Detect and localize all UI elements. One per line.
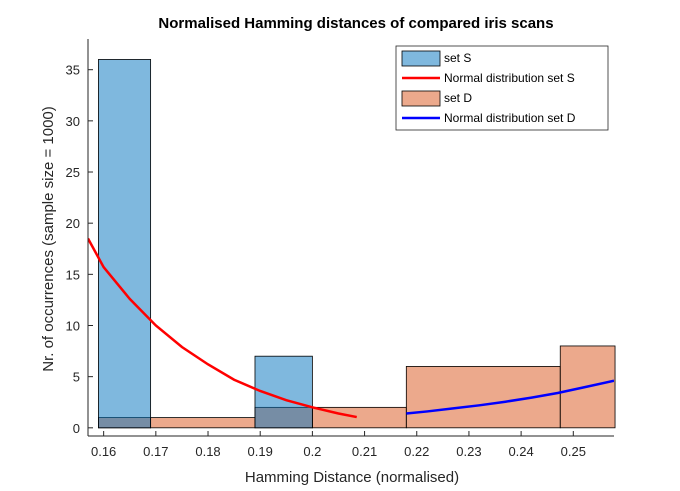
x-axis-title: Hamming Distance (normalised) [245,469,459,486]
plot-area: 0.16 0.17 0.18 0.19 0.2 0.21 0.22 0.23 0.24 0.25 0… [66,39,616,459]
y-tick-label: 15 [66,267,80,282]
y-axis-title: Nr. of occurrences (sample size = 1000) [40,106,57,372]
x-tick-label: 0.25 [561,444,586,459]
x-tick-label: 0.2 [303,444,321,459]
x-tick-label: 0.23 [456,444,481,459]
y-tick-label: 10 [66,318,80,333]
legend-label: set D [444,91,472,105]
x-tick-label: 0.18 [195,444,220,459]
x-tick-label: 0.24 [508,444,533,459]
legend-label: set S [444,51,471,65]
curve-normal-distribution-set-s [88,237,357,419]
x-tick-label: 0.22 [404,444,429,459]
x-tick-label: 0.16 [91,444,116,459]
legend-swatch [401,90,441,107]
histogram-bar-set-s-0 [98,59,152,429]
curve-normal-distribution-set-d [406,379,614,415]
histogram-bar-set-d-1 [150,417,256,429]
x-tick-label: 0.17 [143,444,168,459]
y-tick-label: 5 [73,370,80,385]
legend-swatch [401,50,441,67]
chart-title: Normalised Hamming distances of compared… [158,15,553,32]
y-tick-label: 20 [66,216,80,231]
y-tick-label: 30 [66,114,80,129]
y-tick-label: 25 [66,165,80,180]
y-tick-label: 35 [66,63,80,78]
x-tick-label: 0.19 [248,444,273,459]
y-tick-label: 0 [73,421,80,436]
legend-label: Normal distribution set D [444,111,576,125]
x-tick-label: 0.21 [352,444,377,459]
legend: set S Normal distribution set S set D Norma… [395,45,609,131]
legend-label: Normal distribution set S [444,71,575,85]
